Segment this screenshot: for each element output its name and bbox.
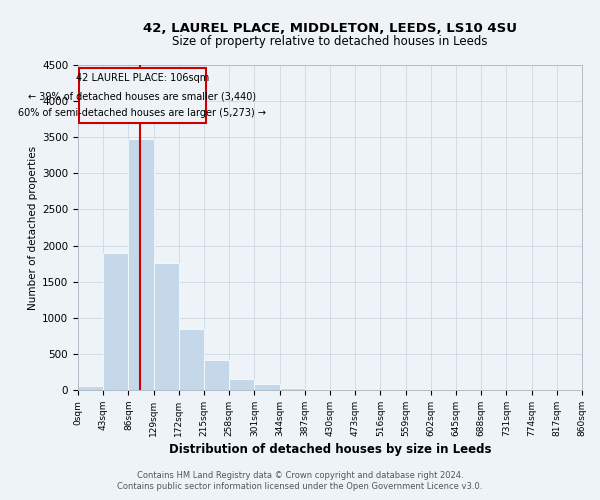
Text: Contains public sector information licensed under the Open Government Licence v3: Contains public sector information licen… bbox=[118, 482, 482, 491]
FancyBboxPatch shape bbox=[79, 68, 206, 123]
Text: 60% of semi-detached houses are larger (5,273) →: 60% of semi-detached houses are larger (… bbox=[19, 108, 266, 118]
Text: Contains HM Land Registry data © Crown copyright and database right 2024.: Contains HM Land Registry data © Crown c… bbox=[137, 471, 463, 480]
Text: 42 LAUREL PLACE: 106sqm: 42 LAUREL PLACE: 106sqm bbox=[76, 74, 209, 84]
Text: ← 39% of detached houses are smaller (3,440): ← 39% of detached houses are smaller (3,… bbox=[28, 91, 257, 101]
Text: 42, LAUREL PLACE, MIDDLETON, LEEDS, LS10 4SU: 42, LAUREL PLACE, MIDDLETON, LEEDS, LS10… bbox=[143, 22, 517, 36]
Bar bbox=[204, 360, 229, 390]
Bar bbox=[254, 384, 280, 390]
X-axis label: Distribution of detached houses by size in Leeds: Distribution of detached houses by size … bbox=[169, 443, 491, 456]
Bar bbox=[103, 253, 128, 390]
Bar bbox=[128, 138, 154, 390]
Bar bbox=[154, 263, 179, 390]
Y-axis label: Number of detached properties: Number of detached properties bbox=[28, 146, 38, 310]
Bar bbox=[305, 389, 330, 390]
Bar bbox=[280, 388, 305, 390]
Bar bbox=[229, 379, 254, 390]
Bar bbox=[179, 330, 204, 390]
Text: Size of property relative to detached houses in Leeds: Size of property relative to detached ho… bbox=[172, 35, 488, 48]
Bar bbox=[78, 386, 103, 390]
